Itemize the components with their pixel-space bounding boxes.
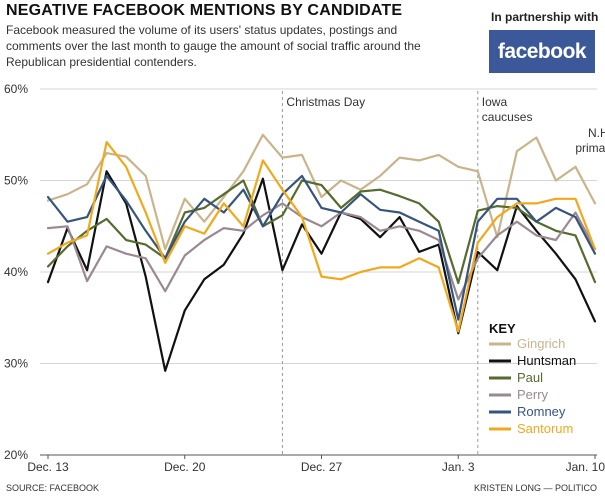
x-tick-label: Dec. 20 [164,460,206,474]
y-tick-label: 50% [4,174,28,188]
series-line-perry [46,202,597,301]
legend-label: Santorum [517,421,573,436]
source-note: SOURCE: FACEBOOK [6,483,100,493]
legend-label: Perry [517,387,549,402]
x-tick-label: Dec. 13 [27,460,69,474]
series-line-paul [46,179,597,285]
y-tick-label: 30% [4,357,28,371]
legend-label: Huntsman [517,353,576,368]
legend-label: Gingrich [517,336,565,351]
credit-note: KRISTEN LONG — POLITICO [473,483,597,493]
grid [40,88,597,456]
y-tick-label: 40% [4,265,28,279]
event-label: N.H. [588,126,605,140]
chart-subtitle: Facebook measured the volume of its user… [6,23,421,69]
x-tick-label: Jan. 10 [566,460,605,474]
facebook-logo: facebook [489,30,595,73]
series-line-huntsman [46,170,597,372]
legend-label: Paul [517,370,543,385]
event-label: Christmas Day [286,95,365,109]
event-label: primaries [575,141,605,155]
chart-title: NEGATIVE FACEBOOK MENTIONS BY CANDIDATE [6,2,403,19]
series-line-gingrich [46,133,597,251]
event-label: Iowa [482,95,508,109]
series-line-romney [46,174,597,321]
y-tick-label: 20% [4,448,28,462]
legend-label: Romney [517,404,566,419]
partner-label: In partnership with [491,10,599,24]
series-line-santorum [46,141,597,333]
event-label: caucuses [482,110,533,124]
axes: 20% 30% 40% 50% 60% Dec. 13 Dec. 20 Dec. 27 Jan.… [4,82,605,474]
x-tick-label: Jan. 3 [442,460,475,474]
y-tick-label: 60% [4,82,28,96]
x-tick-label: Dec. 27 [301,460,343,474]
series-lines [46,133,597,372]
legend-title: KEY [489,321,516,336]
